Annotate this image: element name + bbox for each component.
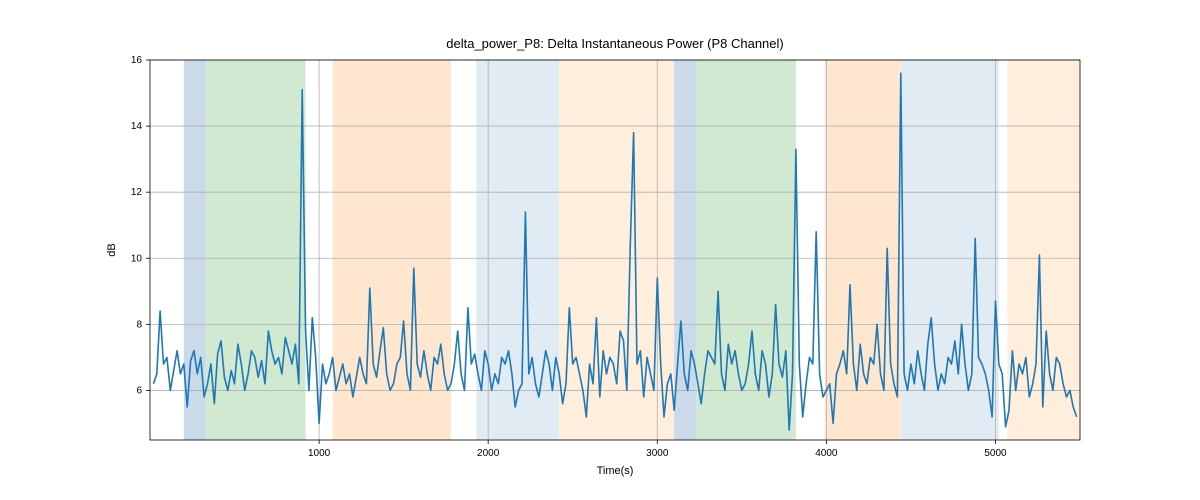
- y-tick-label: 14: [131, 121, 143, 132]
- y-tick-label: 8: [136, 319, 142, 330]
- y-tick-label: 6: [136, 385, 142, 396]
- y-tick-label: 10: [131, 253, 143, 264]
- y-axis-label: dB: [106, 243, 118, 256]
- x-tick-label: 1000: [308, 448, 331, 459]
- x-tick-label: 4000: [815, 448, 838, 459]
- x-tick-label: 3000: [646, 448, 669, 459]
- x-tick-label: 2000: [477, 448, 500, 459]
- chart-title: delta_power_P8: Delta Instantaneous Powe…: [446, 36, 784, 51]
- x-axis-label: Time(s): [597, 465, 634, 477]
- chart-container: 1000 2000 3000 4000 5000 6 8 10 12 14 16 Time(s) dB d…: [0, 0, 1200, 500]
- y-tick-label: 12: [131, 187, 143, 198]
- y-tick-label: 16: [131, 55, 143, 66]
- line-chart: 1000 2000 3000 4000 5000 6 8 10 12 14 16 Time(s) dB d…: [0, 0, 1200, 500]
- x-tick-label: 5000: [984, 448, 1007, 459]
